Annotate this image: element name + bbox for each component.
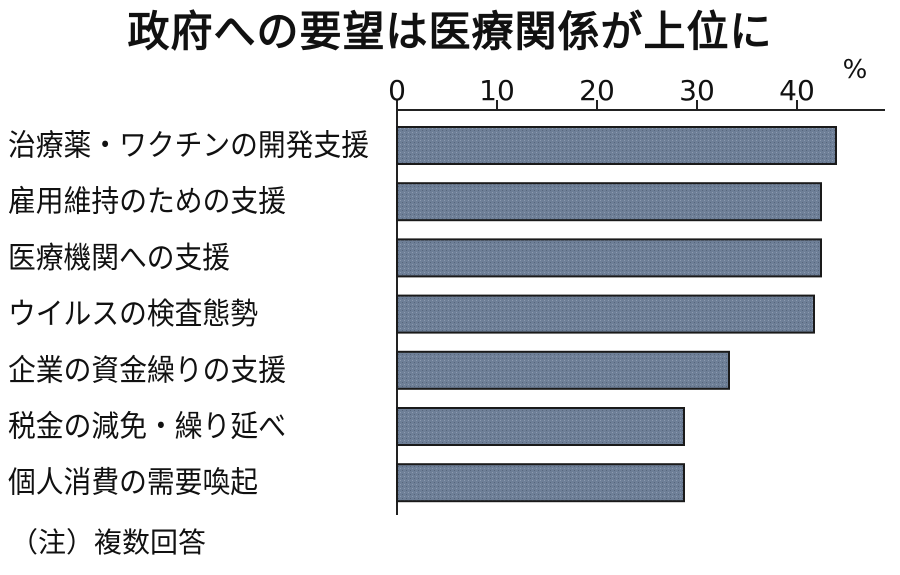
category-label: 医療機関への支援 — [8, 241, 230, 276]
unit-label: % — [843, 55, 868, 85]
bars — [396, 126, 837, 503]
category-label: ウイルスの検査態勢 — [8, 297, 258, 332]
bar — [396, 350, 730, 390]
chart-title: 政府への要望は医療関係が上位に — [127, 7, 773, 56]
bar — [396, 407, 685, 446]
category-label: 企業の資金繰りの支援 — [8, 353, 286, 388]
bar — [396, 238, 822, 278]
category-label: 税金の減免・繰り延べ — [8, 410, 286, 445]
x-axis-ticks: 0 10 20 30 40 — [388, 74, 815, 110]
bar — [396, 126, 837, 165]
category-label: 個人消費の需要喚起 — [8, 466, 258, 501]
category-label: 治療薬・ワクチンの開発支援 — [8, 129, 369, 164]
bar — [396, 463, 685, 503]
bar — [396, 182, 822, 222]
x-tick-label: 0 — [388, 74, 406, 107]
category-labels: 治療薬・ワクチンの開発支援雇用維持のための支援医療機関への支援ウイルスの検査態勢… — [8, 129, 369, 501]
x-tick-label: 10 — [479, 74, 515, 107]
footnote: （注）複数回答 — [10, 526, 207, 559]
category-label: 雇用維持のための支援 — [8, 185, 286, 220]
x-tick-label: 20 — [579, 74, 615, 107]
x-tick-label: 40 — [779, 74, 815, 107]
bar — [396, 294, 815, 334]
x-tick-label: 30 — [679, 74, 715, 107]
